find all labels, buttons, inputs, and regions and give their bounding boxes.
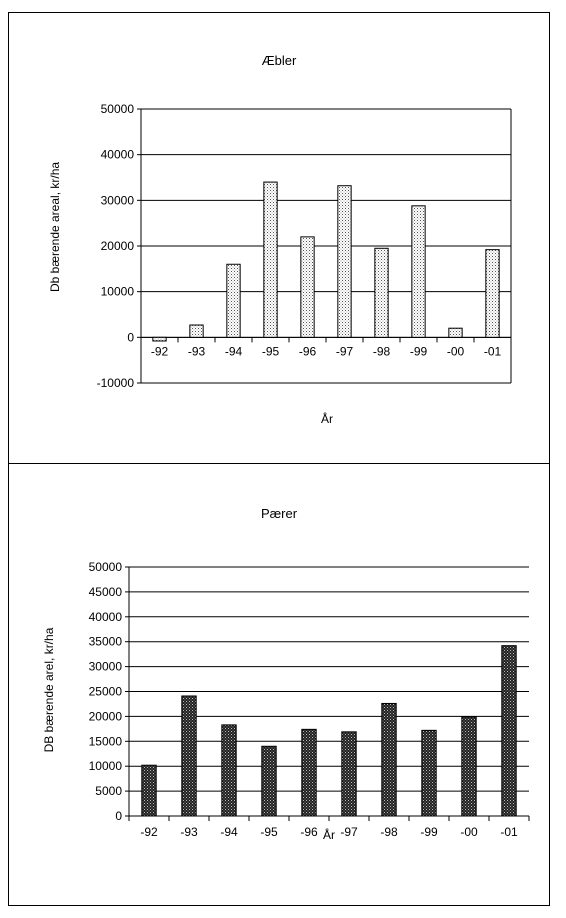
bar bbox=[448, 327, 463, 338]
x-tick-label: -98 bbox=[380, 825, 398, 839]
y-tick-label: 25000 bbox=[89, 685, 123, 699]
y-tick-label: 0 bbox=[127, 330, 134, 344]
chart-panel-aebler: Æbler Db bærende areal, kr/ha År 50000 40… bbox=[8, 12, 550, 464]
x-tick-label: -92 bbox=[151, 344, 169, 358]
y-tick-label: 20000 bbox=[101, 239, 135, 253]
bar bbox=[381, 702, 397, 817]
y-axis-label: DB bærende arel, kr/ha bbox=[42, 627, 56, 752]
x-tick-label: -96 bbox=[299, 344, 317, 358]
x-tick-label: -94 bbox=[225, 344, 243, 358]
chart-panel-paerer: Pærer DB bærende arel, kr/ha År 50000 450… bbox=[8, 463, 550, 906]
chart-title: Pærer bbox=[261, 506, 298, 521]
plot-area: 5000045000400003500030000250002000015000… bbox=[89, 560, 530, 839]
plot-area: 50000 40000 30000 20000 10000 0 -10000 -92 -93 -9… bbox=[97, 102, 512, 390]
x-tick-label: -95 bbox=[262, 344, 280, 358]
y-tick-label: 5000 bbox=[95, 784, 122, 798]
bar bbox=[141, 764, 157, 817]
x-tick-label: -97 bbox=[340, 825, 358, 839]
x-tick-label: -97 bbox=[336, 344, 354, 358]
chart-title: Æbler bbox=[262, 53, 297, 68]
x-tick-label: -94 bbox=[220, 825, 238, 839]
x-tick-label: -96 bbox=[300, 825, 318, 839]
bar bbox=[301, 728, 317, 817]
bar bbox=[261, 745, 277, 817]
x-tick-label: -93 bbox=[180, 825, 198, 839]
bar bbox=[181, 695, 197, 817]
y-tick-label: 30000 bbox=[101, 193, 135, 207]
y-tick-label: 45000 bbox=[89, 585, 123, 599]
bar bbox=[221, 724, 237, 817]
x-axis-label: År bbox=[323, 827, 335, 842]
y-tick-label: 15000 bbox=[89, 734, 123, 748]
bar bbox=[461, 716, 477, 817]
y-tick-label: 40000 bbox=[101, 148, 135, 162]
x-tick-label: -93 bbox=[188, 344, 206, 358]
y-tick-label: 10000 bbox=[101, 285, 135, 299]
x-tick-label: -95 bbox=[260, 825, 278, 839]
x-tick-label: -99 bbox=[420, 825, 438, 839]
y-tick-label: 40000 bbox=[89, 610, 123, 624]
x-tick-label: -01 bbox=[500, 825, 518, 839]
x-tick-label: -00 bbox=[460, 825, 478, 839]
chart-aebler: Æbler Db bærende areal, kr/ha År 50000 40… bbox=[48, 53, 512, 426]
bar bbox=[501, 645, 517, 817]
bar bbox=[411, 205, 426, 338]
bar bbox=[189, 324, 204, 338]
y-tick-label: 0 bbox=[115, 809, 122, 823]
bar bbox=[421, 729, 437, 817]
x-axis-label: År bbox=[321, 411, 333, 426]
x-tick-label: -99 bbox=[410, 344, 428, 358]
bar bbox=[341, 731, 357, 817]
x-tick-label: -98 bbox=[373, 344, 391, 358]
y-tick-label: 35000 bbox=[89, 635, 123, 649]
bar bbox=[263, 181, 278, 338]
bar bbox=[374, 247, 389, 338]
y-tick-label: 20000 bbox=[89, 709, 123, 723]
x-tick-label: -01 bbox=[484, 344, 502, 358]
bar bbox=[152, 336, 167, 342]
bar bbox=[485, 249, 500, 338]
y-tick-label: 30000 bbox=[89, 660, 123, 674]
y-tick-label: 10000 bbox=[89, 759, 123, 773]
y-tick-label: -10000 bbox=[97, 376, 135, 390]
y-tick-label: 50000 bbox=[89, 560, 123, 574]
x-tick-label: -00 bbox=[447, 344, 465, 358]
chart-paerer: Pærer DB bærende arel, kr/ha År 50000450… bbox=[42, 506, 530, 842]
bar bbox=[300, 236, 315, 338]
x-tick-label: -92 bbox=[140, 825, 158, 839]
bar bbox=[226, 263, 241, 338]
y-axis-label: Db bærende areal, kr/ha bbox=[48, 162, 62, 292]
y-tick-label: 50000 bbox=[101, 102, 135, 116]
bar bbox=[337, 185, 352, 338]
